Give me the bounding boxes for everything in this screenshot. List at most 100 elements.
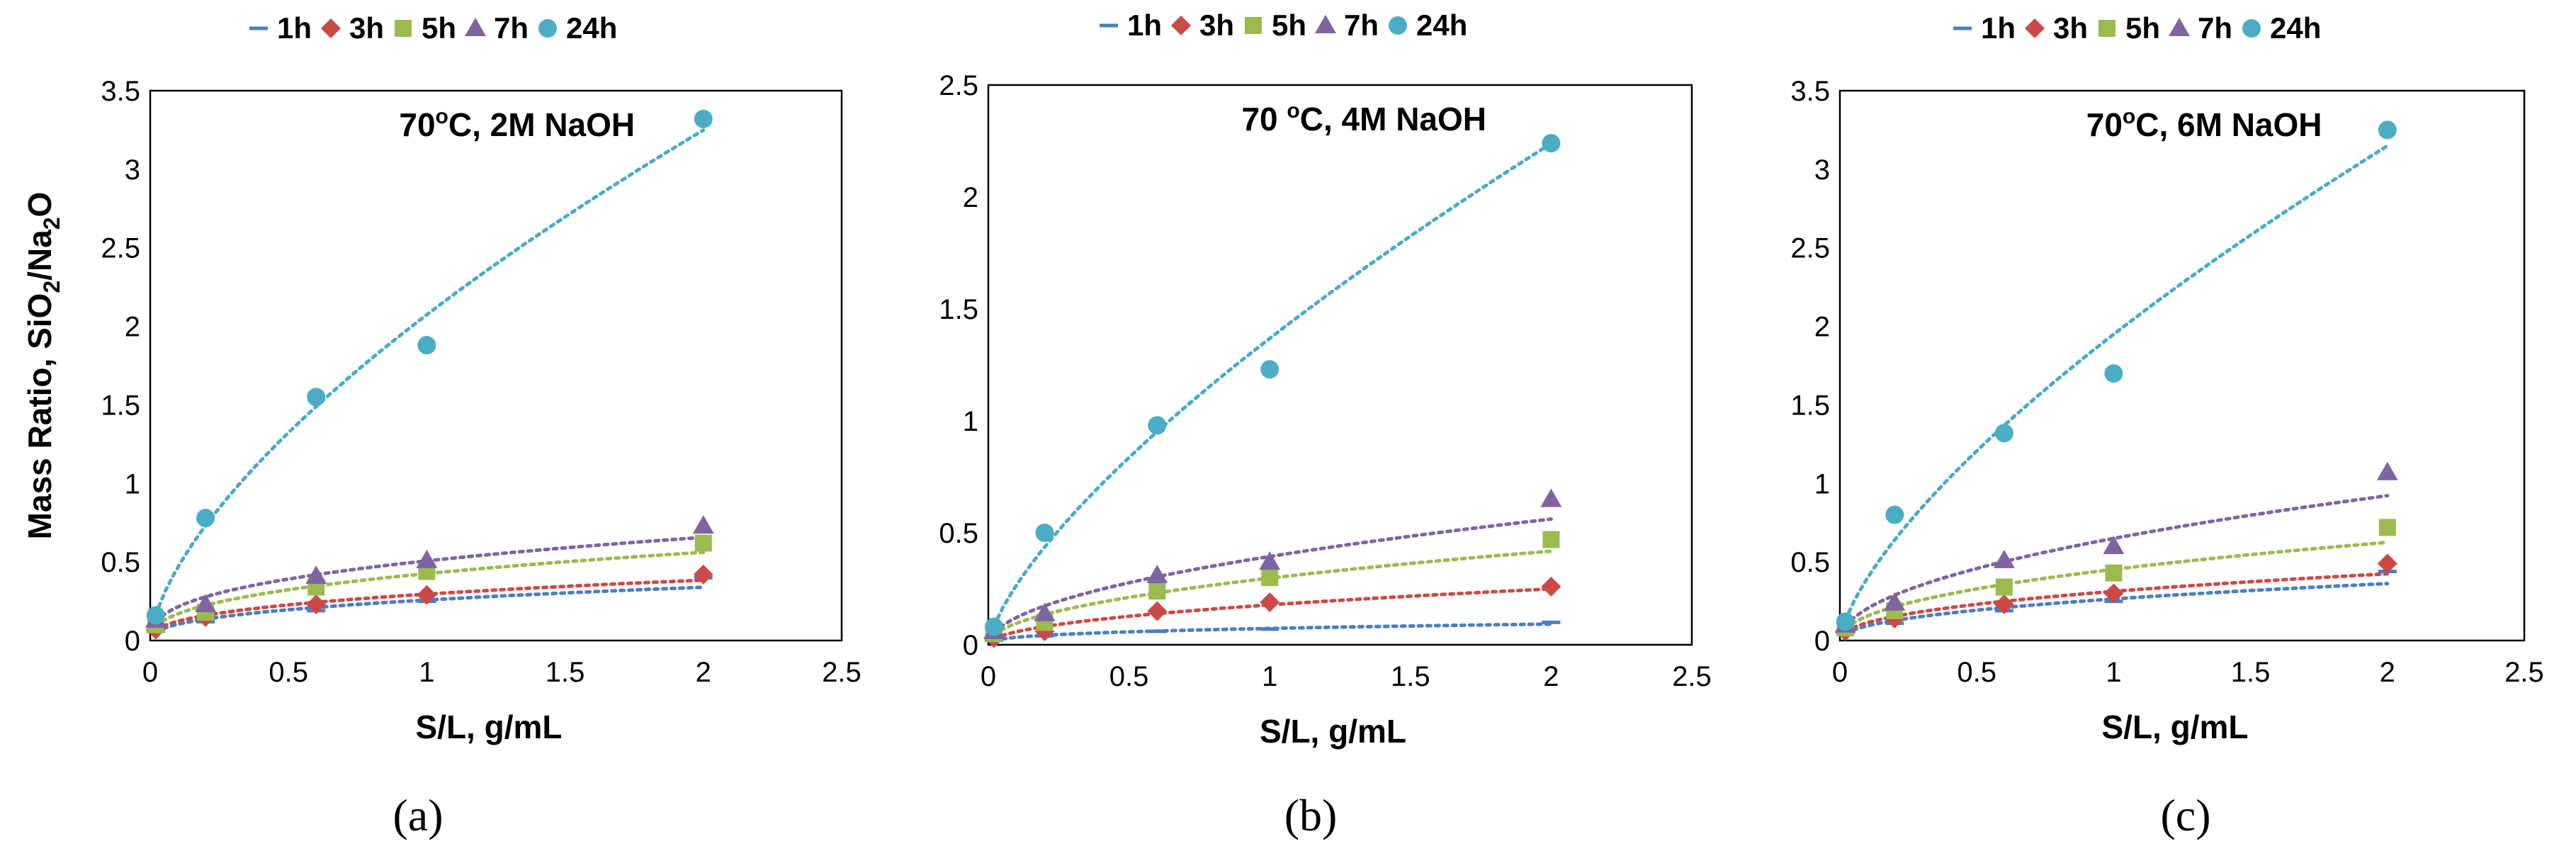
y-axis-title-subscript: 2 bbox=[39, 217, 64, 230]
legend-label-5h: 5h bbox=[2125, 11, 2160, 45]
trendline-24h bbox=[992, 142, 1553, 628]
legend-panel-b: 1h 3h 5h 7h 24h bbox=[1100, 9, 1467, 42]
plot-area-frame bbox=[1838, 89, 2526, 642]
y-tick-label: 1.5 bbox=[101, 390, 140, 421]
panel-caption-a: (a) bbox=[392, 790, 443, 840]
y-tick-label: 0.5 bbox=[939, 518, 978, 549]
legend-label-3h: 3h bbox=[349, 11, 384, 45]
data-point-24h bbox=[1542, 134, 1561, 153]
data-point-7h bbox=[1259, 551, 1281, 570]
condition-temperature: 70 bbox=[2086, 106, 2123, 143]
x-tick-label: 0 bbox=[142, 657, 158, 688]
series-1h bbox=[146, 575, 713, 633]
x-tick-label: 1 bbox=[1262, 661, 1277, 692]
data-point-24h bbox=[984, 617, 1003, 636]
condition-annotation: 70oC, 6M NaOH bbox=[2086, 105, 2322, 143]
data-point-3h bbox=[2103, 583, 2124, 604]
x-tick-label: 0 bbox=[1832, 657, 1848, 688]
data-point-3h bbox=[417, 585, 437, 605]
x-tick-label: 2 bbox=[696, 657, 711, 688]
y-tick-label: 1 bbox=[1814, 468, 1830, 500]
data-point-24h bbox=[1885, 505, 1904, 524]
series-7h bbox=[983, 488, 1562, 640]
legend-label-24h: 24h bbox=[566, 11, 617, 45]
x-tick-label: 0 bbox=[981, 661, 996, 692]
data-point-7h bbox=[416, 549, 438, 568]
data-point-24h bbox=[694, 109, 713, 128]
condition-rest: C, 2M NaOH bbox=[448, 106, 635, 143]
y-tick-label: 2 bbox=[125, 312, 140, 343]
data-point-5h bbox=[1542, 531, 1560, 548]
condition-annotation: 70oC, 2M NaOH bbox=[399, 105, 635, 143]
series-3h bbox=[983, 576, 1561, 648]
condition-annotation: 70 oC, 4M NaOH bbox=[1241, 99, 1486, 137]
condition-degree-superscript: o bbox=[1287, 99, 1299, 123]
data-point-3h bbox=[1260, 592, 1280, 612]
y-tick-label: 0.5 bbox=[101, 547, 140, 578]
y-tick-label: 3.5 bbox=[101, 76, 140, 107]
legend-panel-c: 1h 3h 5h 7h 24h bbox=[1953, 11, 2321, 45]
data-point-24h bbox=[417, 336, 436, 355]
plot-area-frame bbox=[987, 84, 1693, 646]
y-tick-label: 2.5 bbox=[101, 233, 140, 264]
y-tick-label: 0 bbox=[125, 626, 140, 657]
legend-label-7h: 7h bbox=[494, 11, 529, 45]
legend-label-24h: 24h bbox=[1416, 9, 1467, 42]
data-point-24h bbox=[1836, 612, 1855, 631]
legend-label-1h: 1h bbox=[1981, 11, 2016, 45]
series-24h bbox=[1836, 120, 2397, 631]
legend-marker-24h bbox=[2242, 19, 2261, 38]
trendline-7h bbox=[992, 517, 1553, 635]
trendline-24h bbox=[1843, 144, 2390, 622]
data-point-5h bbox=[1995, 578, 2013, 596]
legend-label-3h: 3h bbox=[2053, 11, 2088, 45]
x-tick-label: 2.5 bbox=[2504, 657, 2544, 688]
x-tick-label: 0.5 bbox=[1957, 657, 1996, 688]
x-axis-title: S/L, g/mL bbox=[416, 709, 563, 745]
x-tick-label: 1.5 bbox=[546, 657, 585, 688]
x-tick-label: 1 bbox=[419, 657, 434, 688]
y-tick-label: 1.5 bbox=[939, 294, 978, 325]
legend-marker-24h bbox=[1389, 16, 1407, 35]
legend-marker-7h bbox=[465, 18, 486, 36]
legend-label-7h: 7h bbox=[2198, 11, 2232, 45]
trendline-3h bbox=[154, 578, 706, 632]
data-point-7h bbox=[305, 565, 327, 585]
y-tick-label: 3 bbox=[125, 154, 140, 186]
panel-caption-c: (c) bbox=[2160, 790, 2210, 840]
y-tick-label: 0 bbox=[963, 630, 978, 661]
data-point-7h bbox=[2103, 535, 2125, 554]
x-tick-label: 1.5 bbox=[2231, 657, 2271, 688]
x-axis-title: S/L, g/mL bbox=[2102, 709, 2249, 745]
y-tick-label: 3.5 bbox=[1790, 76, 1830, 107]
data-point-3h bbox=[1994, 594, 2014, 615]
y-tick-label: 1 bbox=[125, 468, 140, 500]
data-point-5h bbox=[2378, 519, 2396, 536]
x-tick-label: 2.5 bbox=[1672, 661, 1712, 692]
x-tick-label: 1 bbox=[2106, 657, 2121, 688]
data-point-3h bbox=[306, 594, 327, 615]
y-tick-label: 0.5 bbox=[1790, 547, 1830, 578]
y-tick-label: 0 bbox=[1814, 626, 1830, 657]
y-axis-title: Mass Ratio, SiO2/Na2O bbox=[21, 192, 64, 540]
legend-marker-5h bbox=[2098, 20, 2115, 37]
y-axis-title-part: O bbox=[21, 192, 58, 218]
chart-panel-a: 0 0.5 1 1.5 2 2.5 3 3.5 0 0.5 1 1.5 2 2.5 S/L, g/mL Mas… bbox=[21, 76, 862, 745]
data-point-24h bbox=[2378, 120, 2397, 140]
data-point-5h bbox=[694, 534, 712, 552]
legend-marker-5h bbox=[395, 20, 412, 37]
legend-label-5h: 5h bbox=[422, 11, 456, 45]
chart-panel-b: 0 0.5 1 1.5 2 2.5 0 0.5 1 1.5 2 2.5 S/L, g/mL 70 oC, … bbox=[939, 70, 1711, 750]
data-point-3h bbox=[1147, 601, 1168, 621]
y-tick-label: 1 bbox=[963, 406, 978, 437]
legend-marker-7h bbox=[2169, 18, 2190, 36]
legend-label-24h: 24h bbox=[2270, 11, 2321, 45]
panel-caption-b: (b) bbox=[1284, 790, 1338, 840]
data-point-5h bbox=[1261, 569, 1279, 587]
y-tick-label: 3 bbox=[1814, 154, 1830, 186]
y-tick-label: 1.5 bbox=[1790, 390, 1830, 421]
y-tick-label: 2.5 bbox=[939, 70, 978, 101]
data-point-24h bbox=[1260, 360, 1279, 379]
legend-marker-5h bbox=[1245, 17, 1262, 34]
